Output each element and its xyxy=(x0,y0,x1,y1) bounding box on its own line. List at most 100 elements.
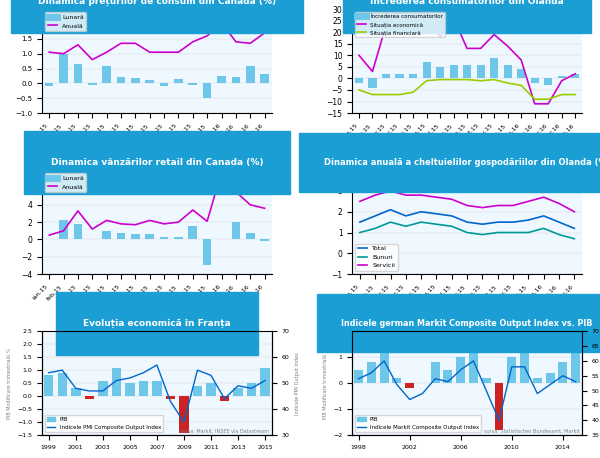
Total xyxy=(371,213,379,218)
Bar xyxy=(494,383,503,430)
Bar xyxy=(247,383,256,396)
Bunuri xyxy=(433,222,440,227)
Bar xyxy=(203,83,211,98)
Bar xyxy=(179,396,188,432)
Legend: Total, Bunuri, Servicii: Total, Bunuri, Servicii xyxy=(355,244,398,271)
Bunuri xyxy=(387,219,394,225)
Bar xyxy=(85,396,94,399)
Title: Încrederea consumatorilor din Olanda: Încrederea consumatorilor din Olanda xyxy=(370,0,564,5)
Total xyxy=(556,219,563,225)
Bar xyxy=(355,78,363,83)
Bar xyxy=(217,239,226,240)
Bar xyxy=(476,65,485,78)
Bar xyxy=(116,77,125,83)
Bar xyxy=(217,76,226,83)
Total xyxy=(402,213,409,218)
Legend: PIB, Indicele Markit Composite Output Index: PIB, Indicele Markit Composite Output In… xyxy=(355,415,481,432)
Bar xyxy=(409,74,417,78)
Bar xyxy=(405,383,414,388)
Bar xyxy=(469,344,478,383)
Bar xyxy=(443,370,452,383)
Bar xyxy=(203,240,211,266)
Line: Bunuri: Bunuri xyxy=(360,222,574,239)
Bar xyxy=(71,388,80,396)
Bunuri xyxy=(448,224,455,229)
Bar xyxy=(116,233,125,240)
Legend: Încrederea consumatorilor, Situația economică, Situația financiară: Încrederea consumatorilor, Situația econ… xyxy=(355,12,445,37)
Bar xyxy=(490,58,498,78)
Bar xyxy=(544,78,552,85)
Text: sursa: Markit, INSEE via Datastream: sursa: Markit, INSEE via Datastream xyxy=(181,429,269,434)
Bar xyxy=(571,352,580,383)
Bunuri xyxy=(509,230,517,235)
Bar xyxy=(368,78,377,87)
Servicii xyxy=(464,203,471,208)
Bar xyxy=(160,83,169,87)
Bar xyxy=(58,373,67,396)
Servicii xyxy=(571,209,578,214)
Bunuri xyxy=(464,230,471,235)
Bar xyxy=(456,357,465,383)
Bar xyxy=(103,231,111,240)
Title: Dinamica anuală a cheltuielilor gospodăriilor din Olanda (%): Dinamica anuală a cheltuielilor gospodăr… xyxy=(324,158,600,167)
Bar xyxy=(88,83,97,85)
Bar xyxy=(503,65,512,78)
Bar xyxy=(59,54,68,83)
Bar xyxy=(174,79,183,83)
Bar xyxy=(520,349,529,383)
Y-axis label: Indicele PMI Output Index: Indicele PMI Output Index xyxy=(295,352,300,414)
Servicii xyxy=(540,195,547,200)
Bar xyxy=(103,65,111,83)
Bar xyxy=(449,65,458,78)
Bar xyxy=(139,381,148,396)
Servicii xyxy=(556,201,563,206)
Bar xyxy=(145,81,154,83)
Bar xyxy=(246,65,254,83)
Bar xyxy=(174,237,183,240)
Bar xyxy=(88,239,97,240)
Bar xyxy=(220,396,229,401)
Bar xyxy=(131,78,140,83)
Bunuri xyxy=(418,219,425,225)
Y-axis label: PIB Modificare trimestrială %: PIB Modificare trimestrială % xyxy=(7,348,12,419)
Bar xyxy=(436,67,444,78)
Total xyxy=(448,213,455,218)
Bar xyxy=(463,65,471,78)
Bar xyxy=(232,222,240,240)
Servicii xyxy=(356,199,364,204)
Total xyxy=(433,211,440,217)
Total xyxy=(464,219,471,225)
Bar xyxy=(545,373,554,383)
Bar xyxy=(559,362,568,383)
Bar xyxy=(193,386,202,396)
Servicii xyxy=(479,205,486,210)
Bunuri xyxy=(540,226,547,231)
Total xyxy=(571,226,578,231)
Bar xyxy=(166,396,175,399)
Bar xyxy=(152,381,161,396)
Bar xyxy=(530,78,539,83)
Title: Dinamica vânzărilor retail din Canada (%): Dinamica vânzărilor retail din Canada (%… xyxy=(50,158,263,167)
Bunuri xyxy=(371,226,379,231)
Text: sursa: Statistisches Bundesamt, Markit: sursa: Statistisches Bundesamt, Markit xyxy=(484,429,580,434)
Y-axis label: PIB Modificare trimestrială %: PIB Modificare trimestrială % xyxy=(323,348,328,419)
Servicii xyxy=(525,199,532,204)
Bar xyxy=(45,83,53,87)
Total xyxy=(509,219,517,225)
Bunuri xyxy=(356,230,364,235)
Bar xyxy=(233,388,243,396)
Bar xyxy=(395,74,404,78)
Bar xyxy=(145,234,154,240)
Bunuri xyxy=(571,236,578,241)
Total xyxy=(356,219,364,225)
Total xyxy=(525,217,532,223)
Bunuri xyxy=(402,224,409,229)
Bar xyxy=(74,64,82,83)
Bar xyxy=(508,357,516,383)
Bar xyxy=(112,368,121,396)
Bar xyxy=(422,62,431,78)
Bunuri xyxy=(494,230,502,235)
Bar xyxy=(206,383,215,396)
Bar xyxy=(557,76,566,78)
Bar xyxy=(517,69,525,78)
